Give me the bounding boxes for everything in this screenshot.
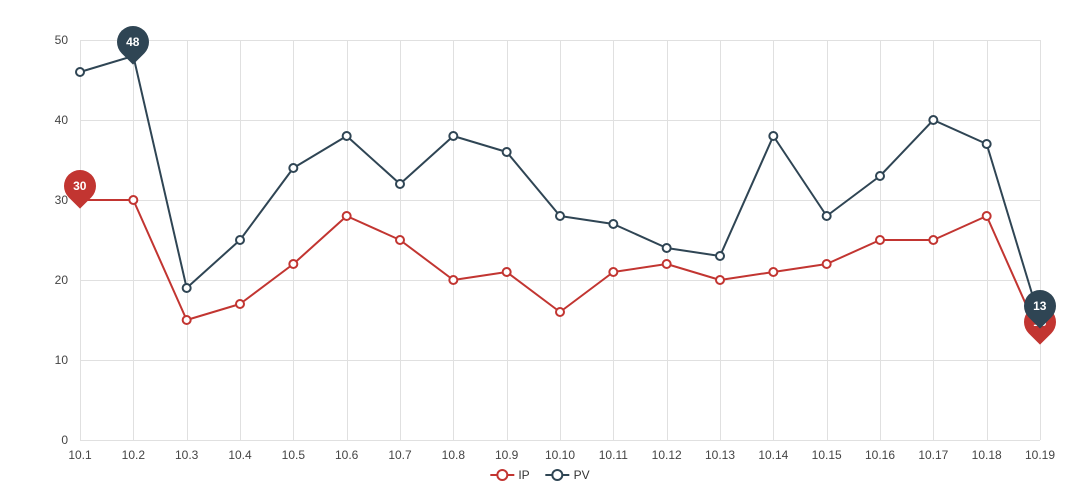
x-axis-label: 10.12 [652,448,682,462]
series-line-pv [80,56,1040,320]
x-axis-label: 10.14 [758,448,788,462]
x-axis-label: 10.16 [865,448,895,462]
legend: IP PV [490,468,589,482]
series-marker-ip [1036,332,1044,340]
legend-label: IP [518,468,529,482]
series-marker-ip [663,260,671,268]
series-marker-ip [503,268,511,276]
series-marker-ip [449,276,457,284]
grid-line-v [1040,40,1041,440]
series-marker-pv [236,236,244,244]
plot-area [80,40,1040,440]
grid-line-h [80,440,1040,441]
x-axis-label: 10.11 [599,448,628,462]
series-marker-pv [663,244,671,252]
series-marker-pv [449,132,457,140]
x-axis-label: 10.3 [175,448,198,462]
x-axis-label: 10.1 [68,448,91,462]
series-marker-pv [396,180,404,188]
x-axis-label: 10.13 [705,448,735,462]
series-marker-ip [983,212,991,220]
x-axis-label: 10.6 [335,448,358,462]
series-marker-ip [609,268,617,276]
x-axis-label: 10.7 [388,448,411,462]
series-marker-ip [396,236,404,244]
x-axis-label: 10.5 [282,448,305,462]
legend-marker-icon [546,469,570,481]
series-marker-pv [876,172,884,180]
x-axis-label: 10.10 [545,448,575,462]
series-marker-ip [556,308,564,316]
series-marker-ip [823,260,831,268]
series-marker-pv [609,220,617,228]
series-marker-pv [929,116,937,124]
x-axis-label: 10.8 [442,448,465,462]
legend-marker-icon [490,469,514,481]
series-marker-ip [929,236,937,244]
series-marker-pv [769,132,777,140]
series-marker-pv [1036,316,1044,324]
x-axis-label: 10.17 [918,448,948,462]
series-marker-pv [983,140,991,148]
series-marker-pv [289,164,297,172]
series-marker-ip [183,316,191,324]
series-marker-pv [556,212,564,220]
series-marker-pv [503,148,511,156]
x-axis-label: 10.18 [972,448,1002,462]
series-marker-ip [716,276,724,284]
series-marker-ip [289,260,297,268]
series-marker-ip [236,300,244,308]
series-marker-pv [823,212,831,220]
x-axis-label: 10.19 [1025,448,1055,462]
series-marker-pv [76,68,84,76]
series-marker-ip [876,236,884,244]
x-axis-label: 10.2 [122,448,145,462]
series-marker-pv [343,132,351,140]
line-chart: 0102030405010.110.210.310.410.510.610.71… [0,0,1080,500]
series-marker-pv [716,252,724,260]
x-axis-label: 10.4 [228,448,251,462]
series-marker-ip [76,196,84,204]
series-marker-pv [183,284,191,292]
legend-label: PV [574,468,590,482]
legend-item-pv[interactable]: PV [546,468,590,482]
series-marker-ip [129,196,137,204]
series-marker-pv [129,52,137,60]
series-svg [80,40,1040,440]
series-marker-ip [769,268,777,276]
x-axis-label: 10.15 [812,448,842,462]
legend-item-ip[interactable]: IP [490,468,529,482]
x-axis-label: 10.9 [495,448,518,462]
series-marker-ip [343,212,351,220]
